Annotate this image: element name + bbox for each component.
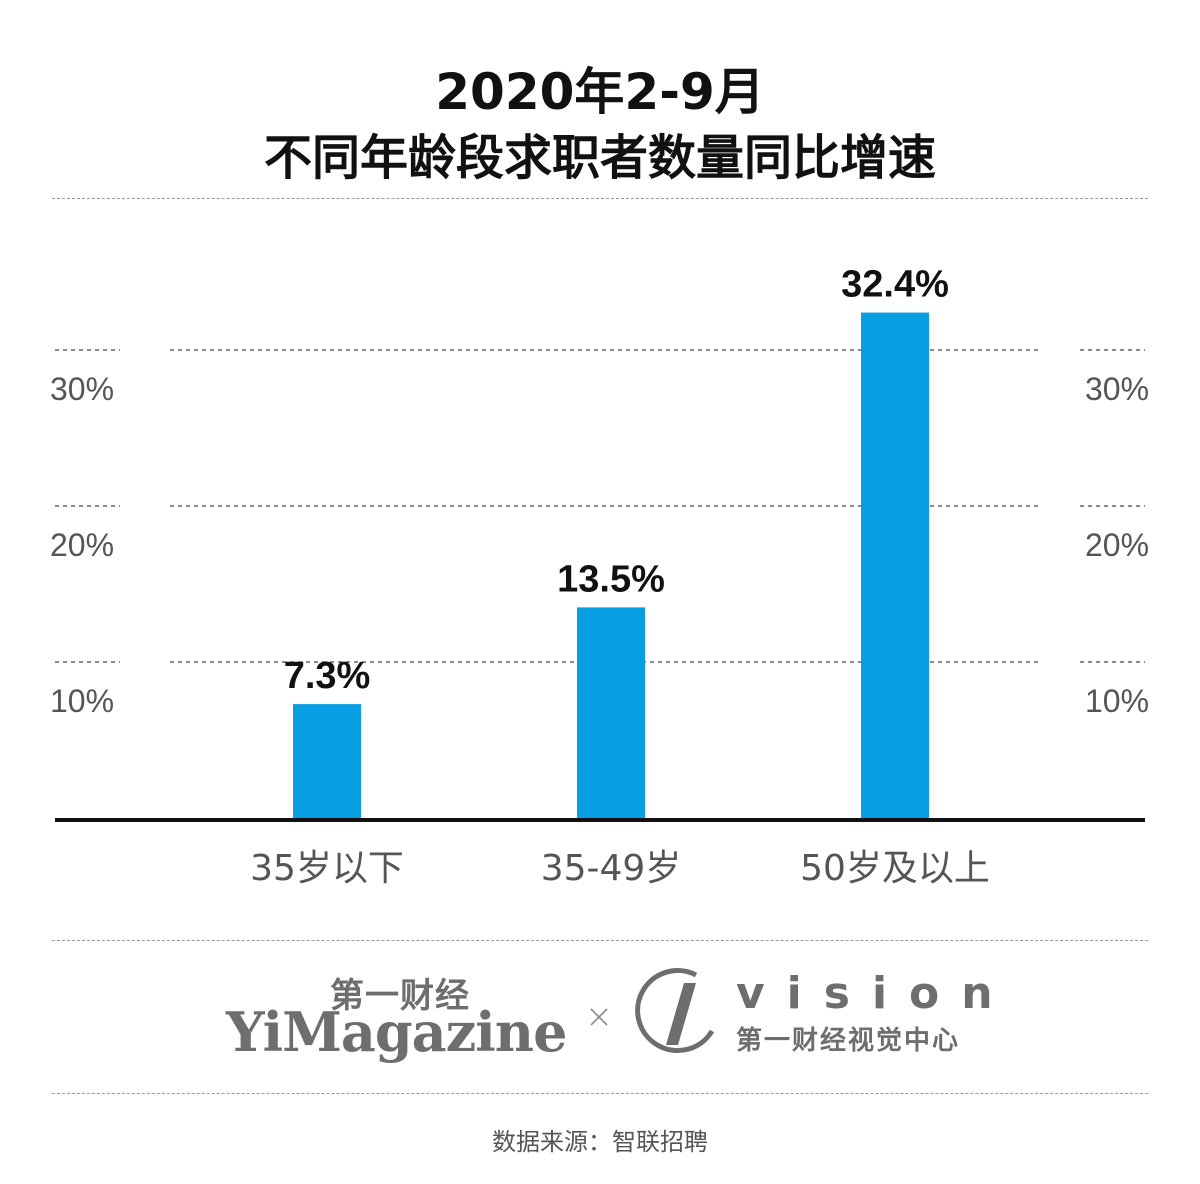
title-line-2: 不同年龄段求职者数量同比增速 — [263, 130, 936, 186]
category-label-3: 50岁及以上 — [800, 848, 990, 889]
top-divider — [52, 198, 1148, 199]
y-tick-label-left-20: 20% — [50, 527, 114, 563]
category-label-1: 35岁以下 — [250, 848, 404, 889]
value-label-1: 7.3% — [284, 655, 371, 697]
vision-wordmark: vision — [736, 968, 1015, 1019]
bottom-divider — [52, 1093, 1148, 1094]
bar-chart: 10% 10% 20% 20% 30% 30% 7.3% 35岁以下 13.5% 35-49岁 32… — [50, 264, 1149, 889]
title-line-1: 2020年2-9月 — [435, 63, 765, 121]
yicai-logo-en: YiMagazine — [226, 1000, 567, 1064]
bar-3 — [861, 312, 929, 818]
y-tick-label-right-30: 30% — [1085, 371, 1149, 407]
data-source: 数据来源：智联招聘 — [492, 1128, 708, 1156]
bar-2 — [577, 607, 645, 818]
value-label-3: 32.4% — [841, 264, 949, 306]
category-label-2: 35-49岁 — [541, 848, 682, 889]
y-tick-label-right-10: 10% — [1085, 683, 1149, 719]
y-tick-label-left-10: 10% — [50, 683, 114, 719]
middle-divider — [52, 940, 1148, 941]
y-tick-label-left-30: 30% — [50, 371, 114, 407]
y-tick-label-right-20: 20% — [1085, 527, 1149, 563]
vision-subtitle: 第一财经视觉中心 — [736, 1026, 961, 1056]
yicai-logo-cn: 第一财经 — [330, 976, 470, 1016]
cross-icon — [590, 1008, 608, 1026]
value-label-2: 13.5% — [557, 558, 665, 600]
bar-1 — [293, 704, 361, 818]
vision-logo-icon — [635, 968, 715, 1054]
